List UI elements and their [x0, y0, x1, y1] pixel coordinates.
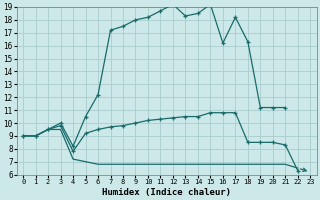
X-axis label: Humidex (Indice chaleur): Humidex (Indice chaleur) — [102, 188, 231, 197]
